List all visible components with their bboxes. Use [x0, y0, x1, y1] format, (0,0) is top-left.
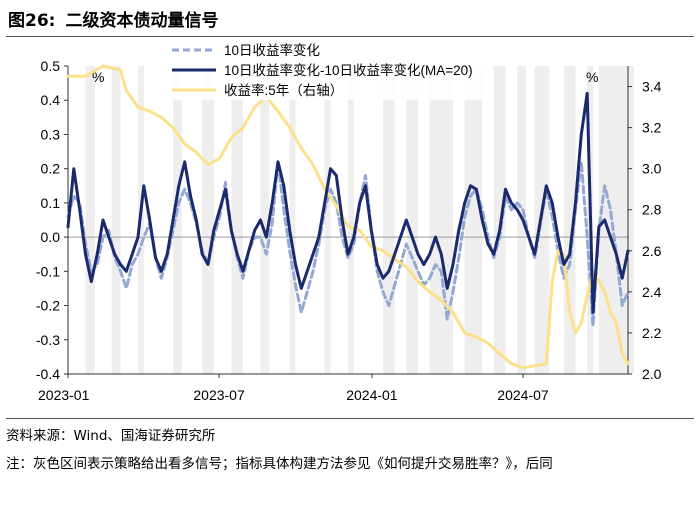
- right-tick-label-4: 2.8: [642, 202, 662, 218]
- right-tick-label-5: 3.0: [642, 161, 662, 177]
- legend-label-0: 10日收益率变化: [224, 42, 320, 58]
- legend-label-2: 收益率:5年（右轴）: [224, 82, 343, 98]
- right-tick-label-3: 2.6: [642, 243, 662, 259]
- right-tick-label-7: 3.4: [642, 79, 662, 95]
- figure-number: 图26:: [8, 11, 56, 31]
- left-tick-label-0: -0.4: [36, 366, 60, 382]
- top-rule: [6, 36, 694, 37]
- left-tick-label-2: -0.2: [36, 298, 60, 314]
- shaded-period-8: [324, 66, 331, 374]
- bottom-rule: [6, 418, 694, 419]
- left-tick-label-5: 0.1: [41, 195, 61, 211]
- foot-note: 注：灰色区间表示策略给出看多信号；指标具体构建方法参见《如何提升交易胜率？》，后…: [6, 456, 553, 472]
- left-tick-label-3: -0.1: [36, 263, 60, 279]
- series-signal-line: [66, 91, 630, 314]
- right-tick-label-6: 3.2: [642, 120, 662, 136]
- shaded-period-6: [260, 66, 270, 374]
- x-tick-label-2: 2024-01: [346, 387, 398, 403]
- legend-label-1: 10日收益率变化-10日收益率变化(MA=20): [224, 62, 473, 78]
- shaded-period-13: [464, 66, 483, 374]
- shaded-period-11: [406, 66, 418, 374]
- right-tick-label-0: 2.0: [642, 366, 662, 382]
- shaded-period-3: [173, 66, 182, 374]
- left-tick-label-9: 0.5: [41, 58, 61, 74]
- figure-title-text: 二级资本债动量信号: [65, 11, 219, 31]
- shaded-period-10: [383, 66, 395, 374]
- x-tick-label-3: 2024-07: [497, 387, 549, 403]
- left-tick-label-7: 0.3: [41, 126, 61, 142]
- shaded-period-9: [348, 66, 354, 374]
- series-yield-line: [66, 64, 630, 370]
- left-unit-label: %: [92, 69, 104, 85]
- shaded-period-12: [429, 66, 453, 374]
- x-tick-label-1: 2023-07: [193, 387, 245, 403]
- right-unit-label: %: [586, 69, 598, 85]
- shaded-period-0: [85, 66, 95, 374]
- shaded-period-5: [231, 66, 243, 374]
- legend-box: [162, 38, 492, 100]
- series-change-line: [66, 160, 630, 328]
- shaded-period-7: [289, 66, 296, 374]
- left-tick-label-4: 0.0: [41, 229, 61, 245]
- shaded-period-1: [111, 66, 121, 374]
- source-note: 资料来源：Wind、国海证券研究所: [6, 428, 216, 444]
- left-tick-label-8: 0.4: [41, 92, 61, 108]
- shaded-period-17: [563, 66, 576, 374]
- right-tick-label-1: 2.2: [642, 325, 662, 341]
- left-tick-label-6: 0.2: [41, 161, 61, 177]
- shaded-period-4: [202, 66, 214, 374]
- x-tick-label-0: 2023-01: [38, 387, 90, 403]
- left-tick-label-1: -0.3: [36, 332, 60, 348]
- right-tick-label-2: 2.4: [642, 284, 662, 300]
- figure-title: 图26: 二级资本债动量信号: [8, 6, 218, 31]
- momentum-chart: -0.4 -0.3 -0.2 -0.1 0.0 0.1 0.2 0.3 0.4 0.5 2.0 2.2…: [35, 38, 662, 403]
